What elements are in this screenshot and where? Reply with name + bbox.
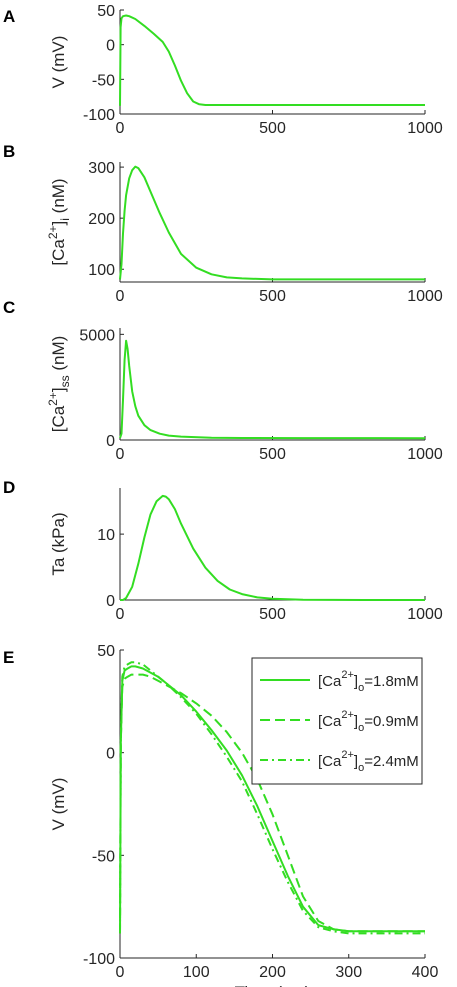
y-tick-label: 0 bbox=[106, 746, 115, 763]
y-axis-label: [Ca2+]ss (nM) bbox=[46, 336, 72, 433]
y-tick-label: -100 bbox=[83, 951, 115, 968]
y-tick-label: 100 bbox=[88, 262, 115, 279]
x-tick-label: 500 bbox=[259, 120, 286, 137]
y-tick-label: 50 bbox=[97, 3, 115, 20]
series-line-1 bbox=[119, 14, 425, 106]
x-axis-label: Time (ms) bbox=[235, 983, 311, 987]
x-tick-label: 0 bbox=[116, 446, 125, 463]
panel-letter: B bbox=[3, 142, 15, 161]
y-axis-label: V (mV) bbox=[49, 36, 68, 89]
y-tick-label: -100 bbox=[83, 107, 115, 124]
y-axis-label: V (mV) bbox=[49, 778, 68, 831]
y-tick-label: 300 bbox=[88, 160, 115, 177]
panel-D: D 0 500 1000 10 0 Ta (kPa) bbox=[3, 478, 443, 623]
y-tick-label: 10 bbox=[97, 527, 115, 544]
panel-letter: A bbox=[3, 7, 15, 26]
x-tick-label: 0 bbox=[116, 964, 125, 981]
series-line-3 bbox=[119, 661, 425, 935]
y-tick-label: 5000 bbox=[79, 327, 115, 344]
x-tick-label: 1000 bbox=[407, 288, 443, 305]
series-line-1 bbox=[120, 494, 425, 601]
x-tick-label: 1000 bbox=[407, 120, 443, 137]
panel-letter: D bbox=[3, 478, 15, 497]
series-line-2 bbox=[119, 673, 425, 934]
y-tick-label: 0 bbox=[106, 38, 115, 55]
series-line-1 bbox=[119, 339, 426, 440]
y-tick-label: -50 bbox=[92, 72, 115, 89]
y-tick-label: 0 bbox=[106, 593, 115, 610]
x-tick-label: 1000 bbox=[407, 606, 443, 623]
legend-entry-label: [Ca2+]o=2.4mM bbox=[318, 749, 419, 774]
x-tick-label: 300 bbox=[335, 964, 362, 981]
x-tick-label: 0 bbox=[116, 288, 125, 305]
x-tick-label: 100 bbox=[183, 964, 210, 981]
series-line-1 bbox=[119, 165, 425, 281]
y-tick-label: 50 bbox=[97, 643, 115, 660]
x-tick-label: 0 bbox=[116, 120, 125, 137]
y-tick-label: 200 bbox=[88, 211, 115, 228]
legend-entry-label: [Ca2+]o=1.8mM bbox=[318, 669, 419, 694]
y-tick-label: -50 bbox=[92, 848, 115, 865]
y-axis-label: Ta (kPa) bbox=[49, 512, 68, 575]
x-tick-label: 1000 bbox=[407, 446, 443, 463]
x-tick-label: 500 bbox=[259, 606, 286, 623]
panel-letter: E bbox=[3, 648, 14, 667]
y-tick-label: 0 bbox=[106, 433, 115, 450]
legend-entry-label: [Ca2+]o=0.9mM bbox=[318, 709, 419, 734]
x-tick-label: 0 bbox=[116, 606, 125, 623]
panel-letter: C bbox=[3, 298, 15, 317]
x-tick-label: 200 bbox=[259, 964, 286, 981]
x-tick-label: 500 bbox=[259, 446, 286, 463]
legend: [Ca2+]o=1.8mM [Ca2+]o=0.9mM [Ca2+]o=2.4mM bbox=[251, 657, 423, 785]
series-line-1 bbox=[119, 665, 425, 934]
panel-B: B 0 500 1000 300 200 100 [Ca2+]i (nM) bbox=[3, 142, 443, 305]
x-tick-label: 500 bbox=[259, 288, 286, 305]
x-tick-label: 400 bbox=[412, 964, 439, 981]
panel-C: C 0 500 1000 5000 0 [Ca2+]ss (nM) bbox=[3, 298, 443, 463]
y-axis-label: [Ca2+]i (nM) bbox=[46, 178, 72, 265]
